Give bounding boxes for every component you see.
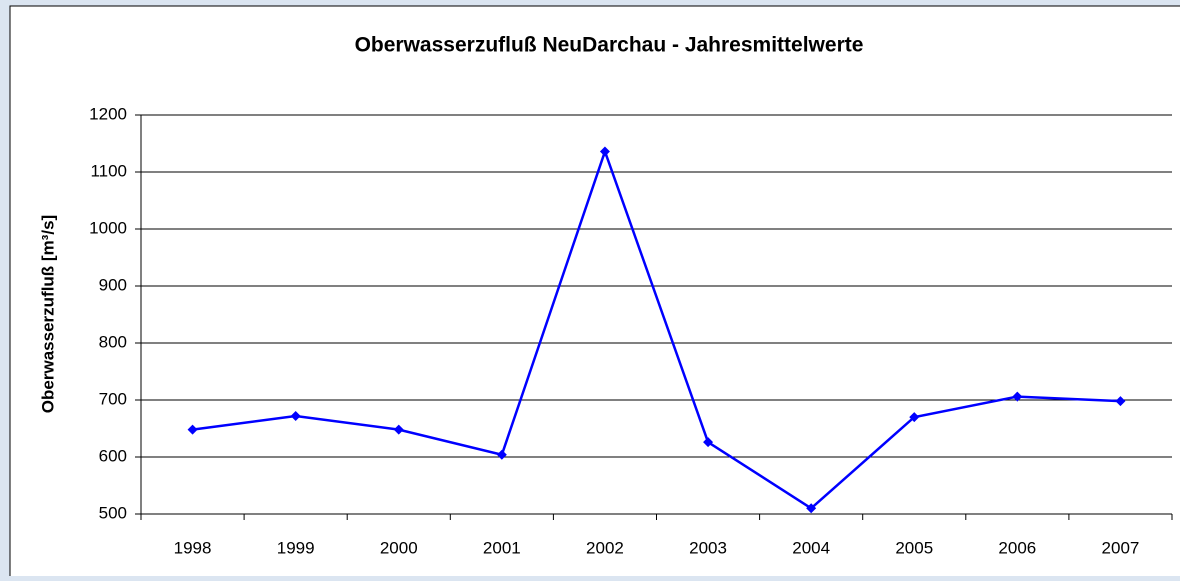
x-tick-label: 2001: [483, 538, 521, 557]
x-tick-label: 2007: [1102, 538, 1140, 557]
y-tick-label: 900: [99, 275, 127, 294]
y-tick-label: 1100: [90, 161, 127, 180]
point-marker: [599, 146, 610, 157]
point-marker: [703, 437, 714, 448]
y-tick-label: 1200: [89, 104, 127, 123]
point-marker: [290, 410, 301, 421]
x-tick-label: 2003: [689, 538, 727, 557]
series-line: [192, 147, 1121, 510]
point-marker: [187, 424, 198, 435]
chart-title: Oberwasserzufluß NeuDarchau - Jahresmitt…: [355, 34, 864, 57]
x-tick-label: 1998: [174, 538, 212, 557]
chart-area: [9, 5, 1180, 581]
y-tick-label: 700: [99, 389, 127, 408]
point-marker: [1012, 391, 1023, 402]
point-marker: [1115, 396, 1126, 407]
x-tick-label: 2006: [998, 538, 1036, 557]
y-tick-label: 1000: [89, 218, 127, 237]
x-tick-label: 2002: [586, 538, 624, 557]
point-marker: [806, 503, 817, 514]
y-axis-title: Oberwasserzufluß [m³/s]: [38, 215, 57, 413]
x-tick-label: 1999: [277, 538, 315, 557]
x-tick-label: 2000: [380, 538, 418, 557]
y-tick-label: 500: [99, 503, 127, 522]
x-tick-label: 2005: [895, 538, 933, 557]
point-marker: [393, 424, 404, 435]
y-tick-label: 800: [99, 332, 127, 351]
y-tick-label: 600: [99, 446, 127, 465]
x-tick-label: 2004: [792, 538, 830, 557]
point-marker: [496, 449, 507, 460]
point-marker: [909, 412, 920, 423]
